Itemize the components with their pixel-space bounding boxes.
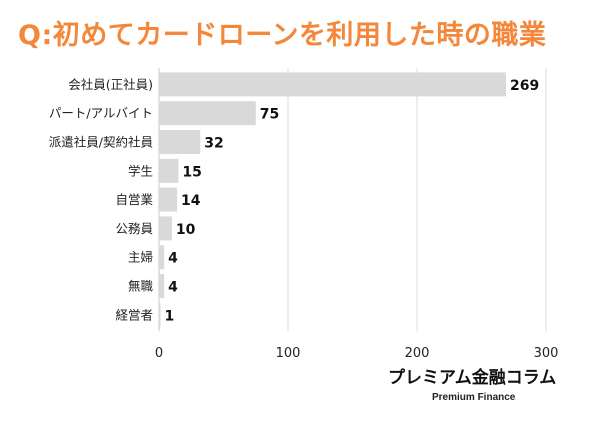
data-label: 75 [260,107,279,123]
x-tick-label: 300 [534,346,559,361]
bar [159,245,165,270]
bars [159,72,507,327]
chart-title: Q:初めてカードローンを利用した時の職業 [18,20,547,51]
bar [159,158,179,183]
category-label: 学生 [128,163,153,178]
bar [159,216,172,241]
bar [159,274,165,298]
bar [159,101,256,126]
data-label: 4 [168,251,178,267]
data-label: 1 [165,308,175,324]
category-label: 主婦 [128,250,153,265]
bar [159,72,507,97]
data-label: 269 [510,78,539,94]
data-label: 15 [182,164,201,180]
category-label: 派遣社員/契約社員 [49,135,154,150]
data-label: 32 [204,136,223,152]
category-label: 無職 [128,279,154,294]
category-label: 公務員 [115,221,153,236]
category-label: 会社員(正社員) [68,77,153,92]
bar [159,302,161,327]
x-tick-label: 100 [276,346,301,361]
category-label: 経営者 [115,307,153,322]
category-labels: 会社員(正社員) パート/アルバイト派遣社員/契約社員学生自営業公務員主婦無職経営… [49,77,154,322]
brand-logo-text: プレミアム金融コラム [388,368,557,388]
data-label: 14 [181,193,201,209]
x-tick-labels: 0 100 200 300 [155,346,559,361]
category-label: 自営業 [115,192,153,207]
x-tick-label: 0 [155,346,163,361]
bar [159,187,178,212]
brand-tagline: Premium Finance [432,392,516,403]
data-label: 10 [176,222,196,238]
data-label: 4 [168,280,178,296]
bar [159,130,201,154]
category-label: パート/アルバイト [49,106,153,121]
x-tick-label: 200 [405,346,430,361]
